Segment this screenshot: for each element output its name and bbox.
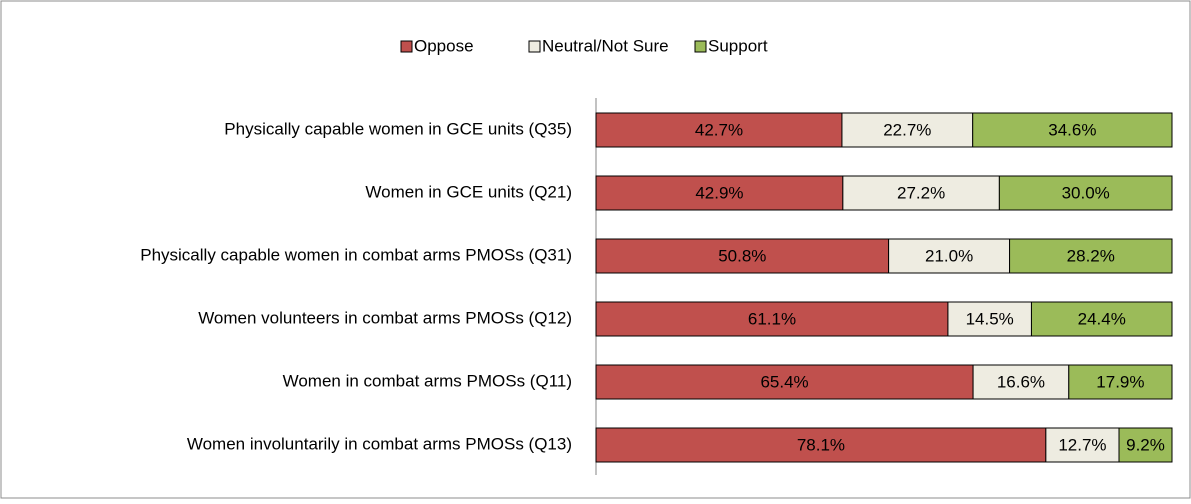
legend-label: Support: [708, 36, 768, 55]
legend-swatch: [528, 40, 541, 53]
data-label: 9.2%: [1126, 435, 1165, 454]
data-label: 14.5%: [966, 309, 1014, 328]
legend-swatch: [694, 40, 707, 53]
bar-segment: [998, 175, 1173, 211]
legend-label: Neutral/Not Sure: [542, 36, 669, 55]
y-tick-label: Women in GCE units (Q21): [365, 182, 572, 201]
data-label: 16.6%: [997, 372, 1045, 391]
bar-segment: [1009, 238, 1173, 274]
bar-segment: [972, 112, 1173, 148]
data-label: 42.7%: [695, 120, 743, 139]
y-tick-label: Women in combat arms PMOSs (Q11): [283, 371, 572, 390]
bar-segment: [1068, 364, 1173, 400]
bar-segment: [595, 112, 843, 148]
data-label: 78.1%: [797, 435, 845, 454]
data-label: 21.0%: [925, 246, 973, 265]
data-label: 12.7%: [1058, 435, 1106, 454]
legend-label: Oppose: [414, 36, 474, 55]
data-label: 61.1%: [748, 309, 796, 328]
data-label: 28.2%: [1067, 246, 1115, 265]
data-label: 24.4%: [1078, 309, 1126, 328]
bar-segment: [1118, 427, 1173, 463]
data-label: 42.9%: [695, 183, 743, 202]
data-label: 30.0%: [1062, 183, 1110, 202]
bar-segment: [595, 427, 1047, 463]
data-label: 50.8%: [718, 246, 766, 265]
legend-swatch: [400, 40, 413, 53]
bar-segment: [595, 364, 974, 400]
bar-segment: [972, 364, 1070, 400]
bar-segment: [1030, 301, 1173, 337]
y-tick-label: Women volunteers in combat arms PMOSs (Q…: [198, 308, 572, 327]
data-label: 22.7%: [883, 120, 931, 139]
bar-segment: [595, 301, 949, 337]
bar-segment: [888, 238, 1011, 274]
data-label: 65.4%: [760, 372, 808, 391]
bar-segment: [1045, 427, 1120, 463]
bar-segment: [841, 112, 974, 148]
data-label: 34.6%: [1048, 120, 1096, 139]
y-tick-label: Women involuntarily in combat arms PMOSs…: [187, 434, 572, 453]
y-tick-label: Physically capable women in GCE units (Q…: [224, 119, 572, 138]
data-label: 17.9%: [1096, 372, 1144, 391]
bar-segment: [842, 175, 1000, 211]
data-label: 27.2%: [897, 183, 945, 202]
y-tick-label: Physically capable women in combat arms …: [140, 245, 572, 264]
